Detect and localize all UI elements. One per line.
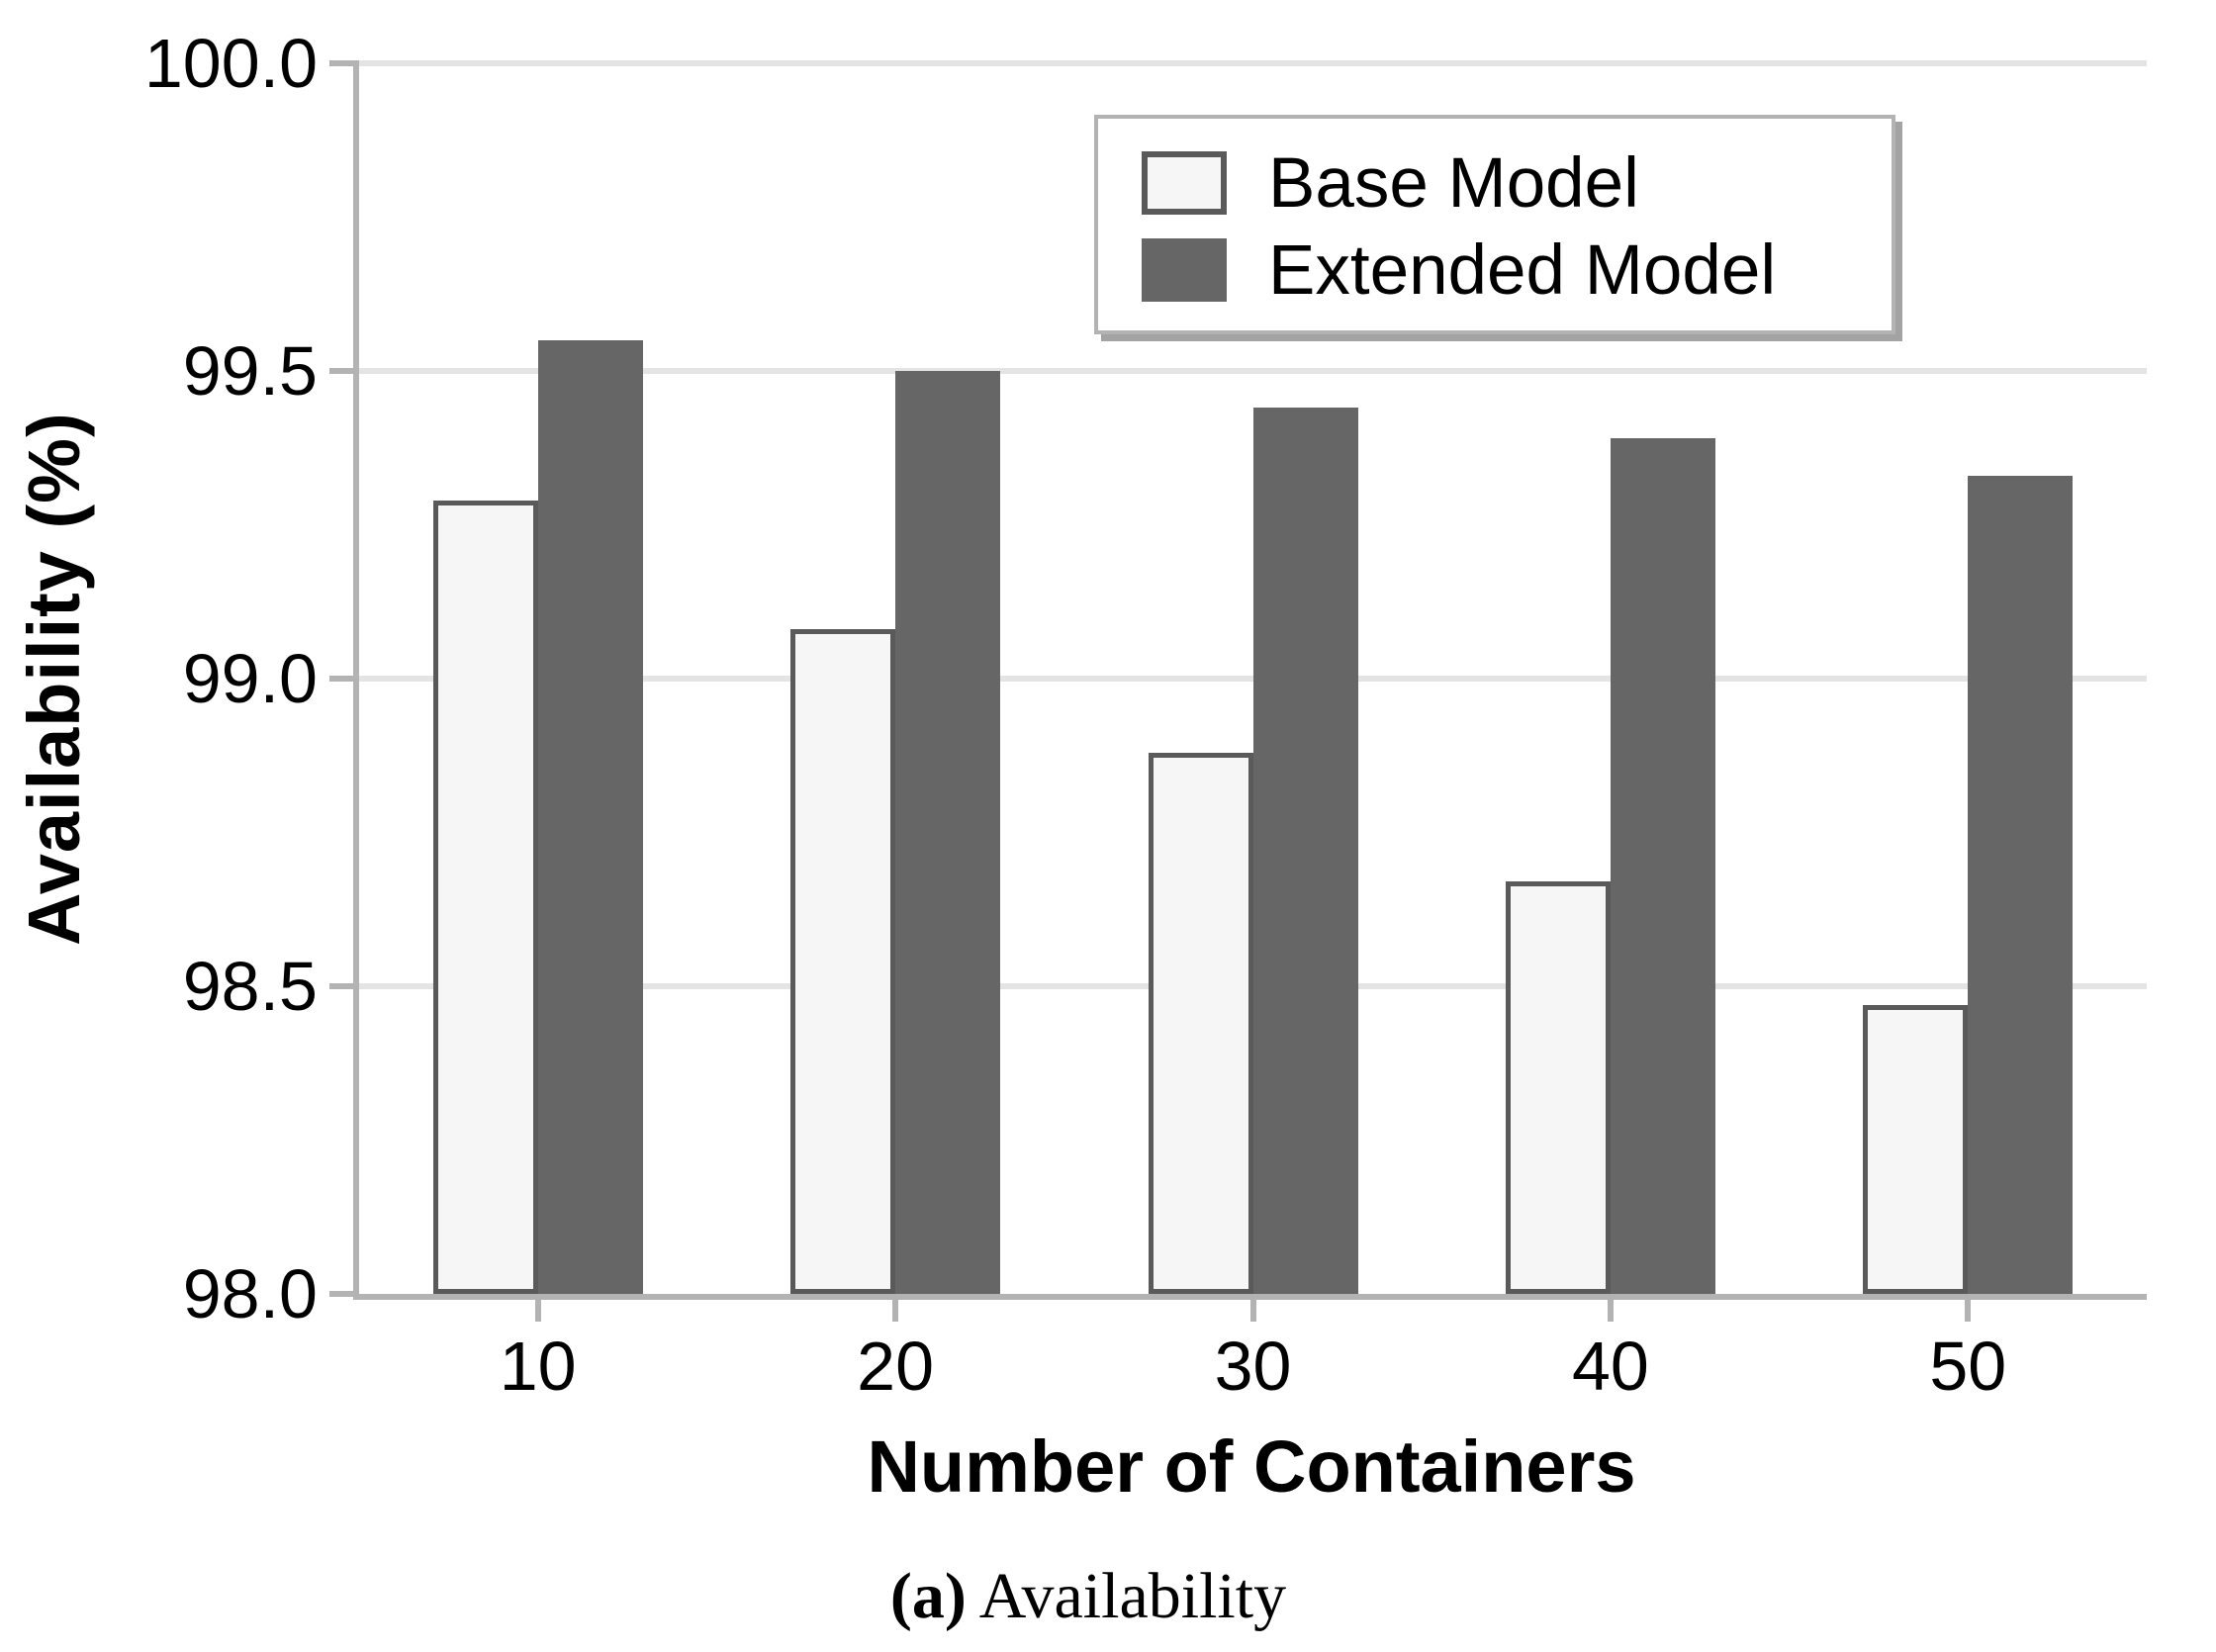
x-tick-label: 30 — [1214, 1328, 1292, 1405]
bar-base-model-40 — [1505, 881, 1611, 1294]
caption-label: (a) — [889, 1560, 967, 1632]
y-tick — [329, 676, 353, 682]
bar-extended-model-40 — [1610, 438, 1715, 1294]
x-tick — [1965, 1300, 1972, 1322]
bar-base-model-20 — [790, 629, 896, 1294]
x-tick — [892, 1300, 899, 1322]
extended-model-swatch-icon — [1142, 238, 1227, 302]
y-axis-line — [353, 60, 359, 1297]
legend: Base Model Extended Model — [1094, 115, 1895, 334]
legend-label-base-model: Base Model — [1268, 143, 1639, 223]
gridline — [359, 60, 2147, 66]
y-tick — [329, 60, 353, 66]
bar-base-model-10 — [432, 500, 538, 1294]
y-tick-label: 99.0 — [182, 640, 318, 717]
x-axis-line — [353, 1294, 2147, 1300]
bar-extended-model-20 — [895, 371, 1001, 1294]
bar-extended-model-50 — [1968, 475, 2074, 1294]
x-tick-label: 20 — [857, 1328, 935, 1405]
legend-item-extended-model: Extended Model — [1142, 230, 1777, 310]
gridline — [359, 368, 2147, 374]
x-tick — [1607, 1300, 1614, 1322]
bar-extended-model-30 — [1252, 408, 1358, 1294]
y-tick-label: 99.5 — [182, 332, 318, 410]
x-tick — [1249, 1300, 1256, 1322]
caption-text: Availability — [966, 1560, 1287, 1632]
y-tick-label: 100.0 — [143, 25, 318, 102]
legend-label-extended-model: Extended Model — [1268, 230, 1777, 310]
x-tick-label: 10 — [499, 1328, 577, 1405]
y-tick-label: 98.0 — [182, 1255, 318, 1332]
x-axis-title: Number of Containers — [867, 1425, 1636, 1508]
base-model-swatch-icon — [1142, 151, 1227, 215]
x-tick-label: 50 — [1929, 1328, 2007, 1405]
figure-caption: (a) Availability — [692, 1559, 1484, 1634]
x-tick — [534, 1300, 541, 1322]
bar-extended-model-10 — [537, 339, 643, 1294]
y-tick — [329, 1291, 353, 1297]
y-tick-label: 98.5 — [182, 948, 318, 1025]
y-tick — [329, 983, 353, 989]
y-tick — [329, 368, 353, 374]
bar-base-model-50 — [1863, 1004, 1969, 1294]
bar-base-model-30 — [1148, 752, 1253, 1294]
legend-item-base-model: Base Model — [1142, 143, 1639, 223]
x-tick-label: 40 — [1571, 1328, 1649, 1405]
